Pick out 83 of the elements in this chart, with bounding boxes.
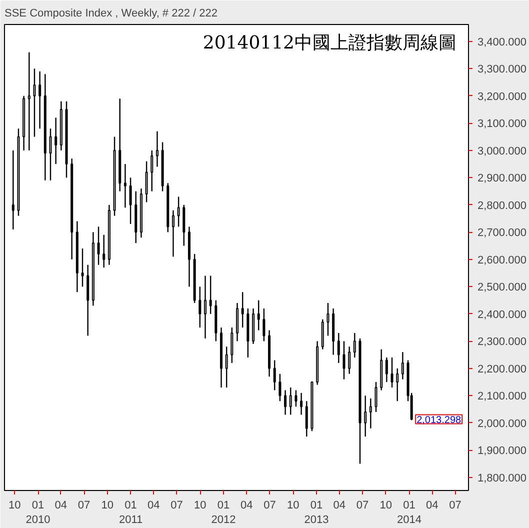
candlestick [348,346,351,374]
candlestick [284,390,287,416]
x-tick-label: 04 [333,500,346,512]
y-tick-label: 2,400.000 [478,308,526,321]
candlestick [385,356,388,383]
y-tick-label: 3,000.000 [478,145,526,158]
candlestick [369,398,372,429]
x-tick-label: 01 2012 [211,500,236,526]
y-tick-label: 2,700.000 [478,227,526,240]
candlestick [401,351,404,380]
candlestick [129,177,132,225]
candlestick [278,373,282,402]
y-tick-label: 3,300.000 [478,64,526,76]
y-tick-label: 1,900.000 [478,445,526,458]
candlestick [374,381,378,413]
x-tick-label: 04 [426,500,438,512]
y-tick-label: 2,300.000 [478,336,526,348]
y-tick-label: 2,000.000 [478,418,526,430]
y-tick-label: 2,500.000 [478,282,526,294]
x-tick-label: 01 2014 [397,500,422,526]
candlestick [198,286,202,328]
candlestick [97,226,100,266]
x-tick-label: 07 [170,500,183,512]
text: 20140112中國上證指數周線圖 [202,32,457,54]
candlestick [38,70,42,130]
y-tick-label: 2,200.000 [478,363,526,376]
candlestick [353,332,356,358]
y-tick-label: 2,900.000 [478,172,526,185]
candlestick [49,128,52,181]
y-tick-label: 2,800.000 [478,200,526,212]
y-tick-label: 1,800.000 [478,472,526,484]
candlestick [177,196,180,228]
candlestick [124,163,126,208]
candlestick [300,392,303,416]
candlestick [33,68,36,138]
x-tick-label: 04 [148,500,160,512]
chart-subtitle: SSE Composite Index , Weekly, # 222 / 222 [4,8,218,20]
x-tick-label: 04 [240,500,253,512]
candlestick [28,52,30,151]
candlestick [81,248,84,288]
x-tick-label: 07 [356,500,369,512]
candlestick [257,300,260,331]
candlestick [241,292,244,328]
x-tick-label: 04 [54,500,68,512]
candlestick [204,275,207,340]
x-tick-label: 07 [449,500,462,512]
candlestick [289,386,292,416]
candlestick [294,390,298,408]
x-tick-label: 01 2013 [304,500,329,526]
x-tick-label: 01 2011 [118,500,143,526]
y-tick-label: 3,200.000 [478,90,526,103]
candlestick [305,400,308,438]
candlestick [342,340,346,380]
candlestick [209,275,212,315]
candlestick [54,117,58,165]
candlestick [364,395,367,438]
candlestick [172,210,174,258]
candlestick [262,308,266,342]
candlestick [326,302,330,336]
candlestick [396,368,399,402]
candlestick [156,130,158,168]
annotation: 2,013.298 [416,414,462,426]
y-tick-label: 3,100.000 [478,118,526,130]
x-tick-label: 10 [8,500,21,512]
candlestick [102,234,106,268]
candlestick [12,150,14,230]
x-tick-label: 10 [380,500,392,512]
candlestick [150,150,154,192]
candlestick [145,160,148,203]
x-tick-label: 07 [264,500,276,512]
x-tick-label: 01 2010 [26,500,50,526]
x-tick-label: 10 [101,500,114,512]
y-tick-label: 3,400.000 [478,36,526,48]
candlestick [273,360,276,391]
y-tick-label: 2,600.000 [478,254,526,266]
x-tick-label: 07 [78,500,90,512]
y-tick-label: 2,100.000 [478,390,526,403]
candlestick [230,326,234,364]
x-tick-label: 10 [194,500,206,512]
candlestick [390,356,394,388]
candlestick [337,332,340,364]
candlestick [225,346,228,388]
x-tick-label: 10 [287,500,300,512]
